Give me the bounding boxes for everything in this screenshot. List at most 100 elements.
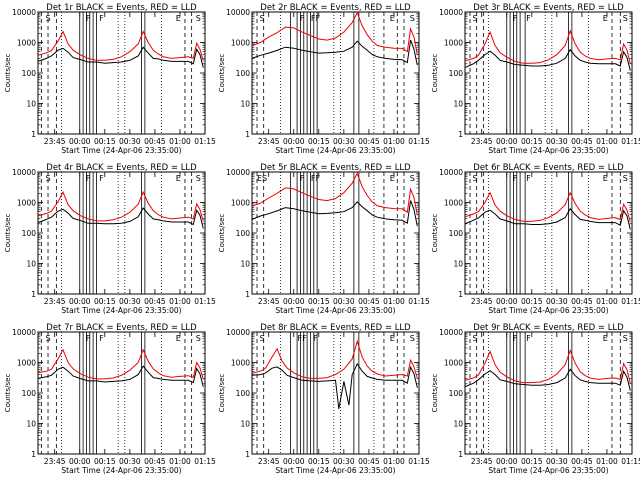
y-tick-label: 1000 [444,39,463,48]
series-events-line [251,362,418,409]
y-tick-label: 1000 [444,359,463,368]
series-lld-line [37,190,204,222]
chart-panel-5: Det 5r BLACK = Events, RED = LLD 1 10 100 10… [218,163,430,315]
interval-annotation: F [526,174,531,183]
x-tick-label: 01:15 [408,457,430,466]
interval-annotation: E [603,334,608,343]
y-tick-label: 1 [31,290,36,299]
x-axis-label: Start Time (24-Apr-06 23:35:00) [275,146,395,155]
x-axis-label: Start Time (24-Apr-06 23:35:00) [61,466,181,475]
interval-annotation: E [390,174,395,183]
chart-panel-1: Det 1r BLACK = Events, RED = LLD 1 10 100 10… [4,3,216,155]
interval-annotation: E [390,14,395,23]
series-events-line [251,39,418,66]
interval-annotation: E [176,174,181,183]
x-tick-label: 00:45 [358,297,380,306]
x-tick-label: 00:30 [546,457,568,466]
y-tick-label: 100 [449,229,464,238]
y-tick-label: 1 [245,290,250,299]
y-axis-label: Counts/sec [4,374,12,413]
x-tick-label: 00:45 [144,297,166,306]
x-tick-label: 01:15 [194,137,216,146]
interval-annotation: E [390,334,395,343]
interval-annotation: F [86,174,91,183]
interval-annotation: F [513,14,518,23]
series-lld-line [37,30,204,62]
series-lld-line [251,339,418,379]
x-tick-label: 00:30 [546,137,568,146]
x-tick-label: 00:00 [283,137,305,146]
y-tick-label: 1000 [17,39,36,48]
plot-frame [464,171,633,295]
plot-frame [37,11,206,135]
x-tick-label: 23:45 [471,297,493,306]
x-tick-label: 00:00 [69,297,91,306]
y-tick-label: 100 [236,69,251,78]
series-events-line [251,200,418,227]
x-tick-label: 01:00 [383,137,405,146]
y-axis-label: Counts/sec [431,374,439,413]
series-lld-line [251,172,418,216]
x-tick-label: 23:45 [258,297,280,306]
chart-panel-7: Det 7r BLACK = Events, RED = LLD 1 10 100 10… [4,323,216,475]
chart-title: Det 4r BLACK = Events, RED = LLD [46,163,197,173]
chart-title: Det 6r BLACK = Events, RED = LLD [473,163,624,173]
chart-title: Det 9r BLACK = Events, RED = LLD [473,323,624,333]
x-tick-label: 01:15 [408,137,430,146]
x-tick-label: 00:15 [94,457,116,466]
interval-annotation: F [300,174,305,183]
chart-title: Det 3r BLACK = Events, RED = LLD [473,3,624,13]
x-tick-label: 01:00 [169,137,191,146]
x-axis-label: Start Time (24-Apr-06 23:35:00) [488,146,608,155]
series-lld-line [464,348,631,384]
series-lld-line [37,348,204,380]
x-tick-label: 00:45 [571,457,593,466]
y-tick-label: 1 [458,450,463,459]
y-tick-label: 10 [240,100,250,109]
x-tick-label: 00:00 [496,297,518,306]
x-tick-label: 00:15 [94,297,116,306]
interval-annotation: E [603,174,608,183]
y-tick-label: 1 [245,130,250,139]
interval-annotation: F [513,334,518,343]
y-tick-label: 10 [453,260,463,269]
y-axis-label: Counts/sec [218,214,226,253]
x-tick-label: 00:15 [308,457,330,466]
y-tick-label: 1 [458,130,463,139]
series-lld-line [251,11,418,55]
y-tick-label: 1 [31,130,36,139]
x-tick-label: 00:15 [94,137,116,146]
x-tick-label: 00:15 [308,137,330,146]
x-axis-label: Start Time (24-Apr-06 23:35:00) [275,466,395,475]
x-tick-label: 23:45 [471,137,493,146]
x-tick-label: 01:00 [169,297,191,306]
interval-annotation: FF [297,334,307,343]
interval-annotation: S [623,14,628,23]
interval-annotation: S [623,174,628,183]
series-events-line [464,368,631,391]
chart-panel-4: Det 4r BLACK = Events, RED = LLD 1 10 100 10… [4,163,216,315]
series-lld-line [464,29,631,64]
y-axis-label: Counts/sec [4,214,12,253]
x-tick-label: 00:45 [358,137,380,146]
chart-panel-6: Det 6r BLACK = Events, RED = LLD 1 10 100 10… [431,163,640,315]
x-tick-label: 01:15 [408,297,430,306]
interval-annotation: S [472,14,477,23]
y-tick-label: 10000 [439,168,463,177]
x-tick-label: 01:15 [621,457,640,466]
y-tick-label: 100 [22,389,37,398]
interval-annotation: S [259,14,264,23]
x-tick-label: 23:45 [471,457,493,466]
x-axis-label: Start Time (24-Apr-06 23:35:00) [275,306,395,315]
x-tick-label: 01:15 [621,137,640,146]
x-tick-label: 00:00 [69,457,91,466]
interval-annotation: F [526,14,531,23]
interval-annotation: S [259,334,264,343]
y-tick-label: 100 [236,389,251,398]
chart-title: Det 1r BLACK = Events, RED = LLD [46,3,197,13]
y-tick-label: 10 [453,100,463,109]
y-tick-label: 10000 [226,328,250,337]
y-tick-label: 1000 [17,359,36,368]
chart-panel-9: Det 9r BLACK = Events, RED = LLD 1 10 100 10… [431,323,640,475]
